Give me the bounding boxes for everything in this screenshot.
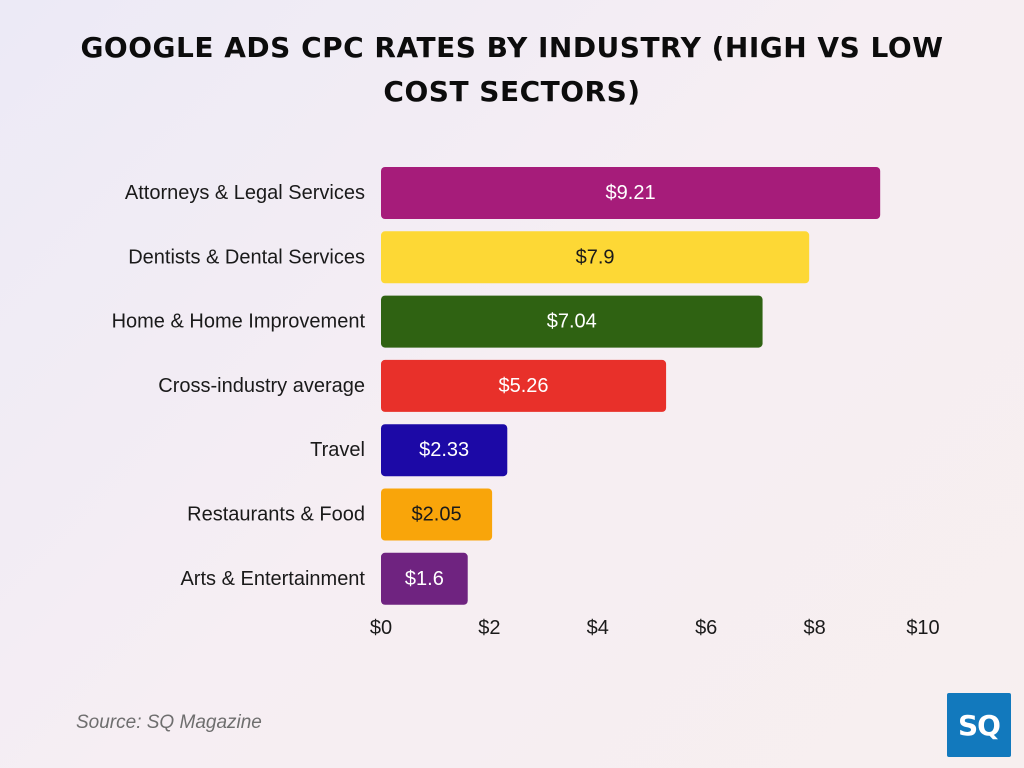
bar-1 [381,167,881,219]
category-label: Home & Home Improvement [112,311,366,333]
source-note: Source: SQ Magazine [76,712,262,733]
category-label: Travel [310,439,365,461]
bar-5 [381,424,508,477]
category-label: Arts & Entertainment [180,568,365,590]
category-label: Attorneys & Legal Services [125,182,365,204]
chart-title: GOOGLE ADS CPC RATES BY INDUSTRY (HIGH V… [80,31,944,108]
data-label: $7.04 [547,311,597,333]
x-tick-label: $2 [478,617,500,639]
data-label: $2.33 [419,439,469,461]
sq-logo: SQ [947,693,1011,757]
x-tick-label: $8 [803,617,825,639]
bar-7 [381,552,468,605]
bar-2 [381,231,810,284]
bar-3 [381,295,763,348]
bars-layer: Attorneys & Legal Services $9.21 Dentists … [112,167,881,605]
data-label: $9.21 [606,182,656,204]
bar-6 [381,488,493,541]
bar-4 [381,359,667,412]
category-label: Dentists & Dental Services [128,246,365,268]
data-label: $2.05 [412,504,462,526]
x-tick-label: $6 [695,617,717,639]
x-tick-label: $10 [906,617,939,639]
x-tick-label: $4 [587,617,609,639]
category-label: Restaurants & Food [187,504,365,526]
x-axis-ticks: $0 $2 $4 $6 $8 $10 [370,617,940,639]
data-label: $1.6 [405,568,444,590]
data-label: $7.9 [576,246,615,268]
logo-text: SQ [958,708,1001,742]
x-tick-label: $0 [370,617,392,639]
category-label: Cross-industry average [158,375,365,397]
data-label: $5.26 [499,375,549,397]
